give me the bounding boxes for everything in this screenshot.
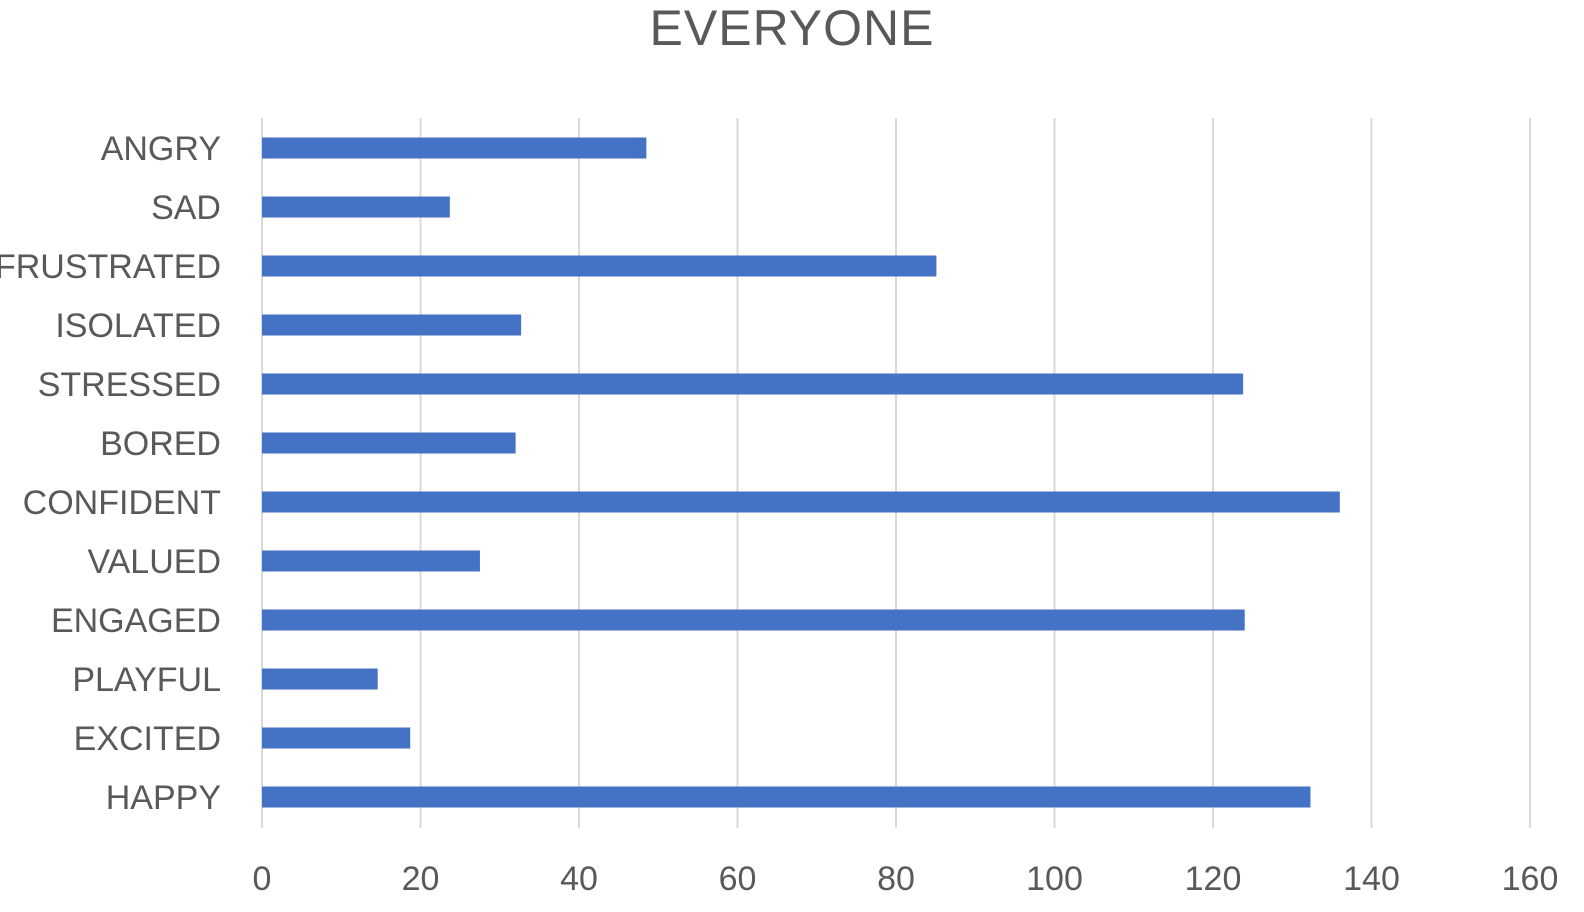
y-tick-label: VALUED [87, 543, 221, 581]
x-tick-label: 160 [1502, 860, 1559, 898]
x-tick-label: 0 [253, 860, 272, 898]
bar-bored [262, 432, 516, 454]
bar-isolated [262, 314, 522, 336]
y-tick-label: PLAYFUL [72, 661, 221, 699]
x-tick-label: 60 [719, 860, 757, 898]
y-tick-label: FRUSTRATED [0, 248, 221, 286]
y-tick-label: SAD [151, 189, 221, 227]
x-tick-label: 120 [1185, 860, 1242, 898]
y-tick-label: ISOLATED [55, 307, 221, 345]
bar-angry [262, 137, 647, 159]
y-tick-label: HAPPY [106, 779, 221, 817]
bar-sad [262, 196, 450, 218]
x-tick-label: 100 [1026, 860, 1083, 898]
x-tick-label: 140 [1343, 860, 1400, 898]
bar-engaged [262, 609, 1245, 631]
bar-happy [262, 786, 1311, 808]
y-tick-label: EXCITED [74, 720, 221, 758]
bar-excited [262, 727, 411, 749]
bar-playful [262, 668, 378, 690]
y-tick-label: ENGAGED [51, 602, 221, 640]
y-tick-label: ANGRY [101, 130, 221, 168]
bar-frustrated [262, 255, 937, 277]
chart-title: EVERYONE [649, 0, 935, 56]
x-tick-label: 80 [877, 860, 915, 898]
bar-confident [262, 491, 1340, 513]
x-tick-label: 40 [560, 860, 598, 898]
y-tick-label: CONFIDENT [23, 484, 221, 522]
y-tick-label: STRESSED [38, 366, 221, 404]
x-tick-label: 20 [402, 860, 440, 898]
bar-valued [262, 550, 480, 572]
y-tick-label: BORED [100, 425, 221, 463]
bar-stressed [262, 373, 1244, 395]
